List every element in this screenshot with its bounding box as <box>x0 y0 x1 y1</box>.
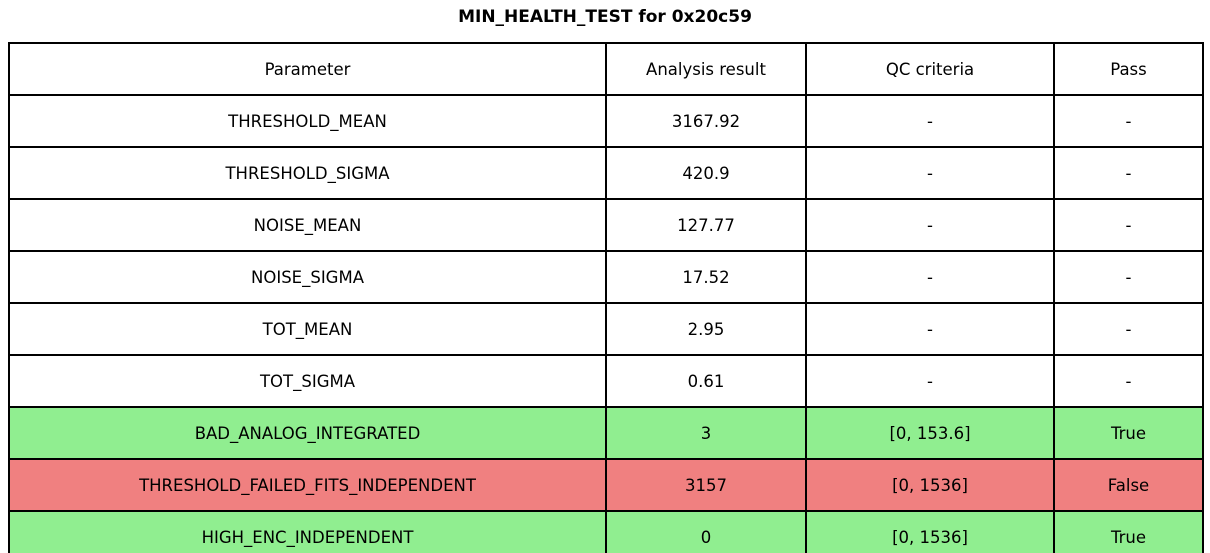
cell-parameter: TOT_MEAN <box>8 302 607 356</box>
cell-analysis-result: 420.9 <box>605 146 807 200</box>
cell-parameter: THRESHOLD_SIGMA <box>8 146 607 200</box>
column-header-qc-criteria: QC criteria <box>805 42 1055 96</box>
cell-pass: - <box>1053 302 1204 356</box>
cell-qc-criteria: [0, 153.6] <box>805 406 1055 460</box>
cell-pass: - <box>1053 354 1204 408</box>
cell-parameter: NOISE_MEAN <box>8 198 607 252</box>
cell-qc-criteria: - <box>805 146 1055 200</box>
cell-parameter: THRESHOLD_FAILED_FITS_INDEPENDENT <box>8 458 607 512</box>
cell-analysis-result: 0.61 <box>605 354 807 408</box>
table-row: NOISE_SIGMA 17.52 - - <box>8 250 1204 304</box>
table-row: TOT_MEAN 2.95 - - <box>8 302 1204 356</box>
cell-pass: - <box>1053 94 1204 148</box>
cell-qc-criteria: [0, 1536] <box>805 510 1055 553</box>
cell-pass: False <box>1053 458 1204 512</box>
table-row: THRESHOLD_MEAN 3167.92 - - <box>8 94 1204 148</box>
cell-qc-criteria: - <box>805 302 1055 356</box>
cell-qc-criteria: - <box>805 354 1055 408</box>
cell-parameter: THRESHOLD_MEAN <box>8 94 607 148</box>
page-title: MIN_HEALTH_TEST for 0x20c59 <box>458 7 752 27</box>
table-row-pass: BAD_ANALOG_INTEGRATED 3 [0, 153.6] True <box>8 406 1204 460</box>
cell-analysis-result: 17.52 <box>605 250 807 304</box>
cell-parameter: TOT_SIGMA <box>8 354 607 408</box>
column-header-pass: Pass <box>1053 42 1204 96</box>
cell-pass: - <box>1053 198 1204 252</box>
table-row-fail: THRESHOLD_FAILED_FITS_INDEPENDENT 3157 [… <box>8 458 1204 512</box>
cell-parameter: HIGH_ENC_INDEPENDENT <box>8 510 607 553</box>
cell-parameter: NOISE_SIGMA <box>8 250 607 304</box>
table-row: TOT_SIGMA 0.61 - - <box>8 354 1204 408</box>
cell-pass: - <box>1053 146 1204 200</box>
cell-parameter: BAD_ANALOG_INTEGRATED <box>8 406 607 460</box>
qc-results-table: Parameter Analysis result QC criteria Pa… <box>8 42 1204 553</box>
cell-qc-criteria: - <box>805 250 1055 304</box>
cell-analysis-result: 3157 <box>605 458 807 512</box>
cell-analysis-result: 127.77 <box>605 198 807 252</box>
table-row-pass: HIGH_ENC_INDEPENDENT 0 [0, 1536] True <box>8 510 1204 553</box>
cell-analysis-result: 0 <box>605 510 807 553</box>
cell-pass: True <box>1053 406 1204 460</box>
cell-analysis-result: 2.95 <box>605 302 807 356</box>
column-header-analysis-result: Analysis result <box>605 42 807 96</box>
cell-analysis-result: 3 <box>605 406 807 460</box>
cell-qc-criteria: - <box>805 198 1055 252</box>
table-header-row: Parameter Analysis result QC criteria Pa… <box>8 42 1204 96</box>
cell-analysis-result: 3167.92 <box>605 94 807 148</box>
column-header-parameter: Parameter <box>8 42 607 96</box>
table-row: NOISE_MEAN 127.77 - - <box>8 198 1204 252</box>
cell-qc-criteria: - <box>805 94 1055 148</box>
table-row: THRESHOLD_SIGMA 420.9 - - <box>8 146 1204 200</box>
cell-pass: True <box>1053 510 1204 553</box>
cell-qc-criteria: [0, 1536] <box>805 458 1055 512</box>
cell-pass: - <box>1053 250 1204 304</box>
